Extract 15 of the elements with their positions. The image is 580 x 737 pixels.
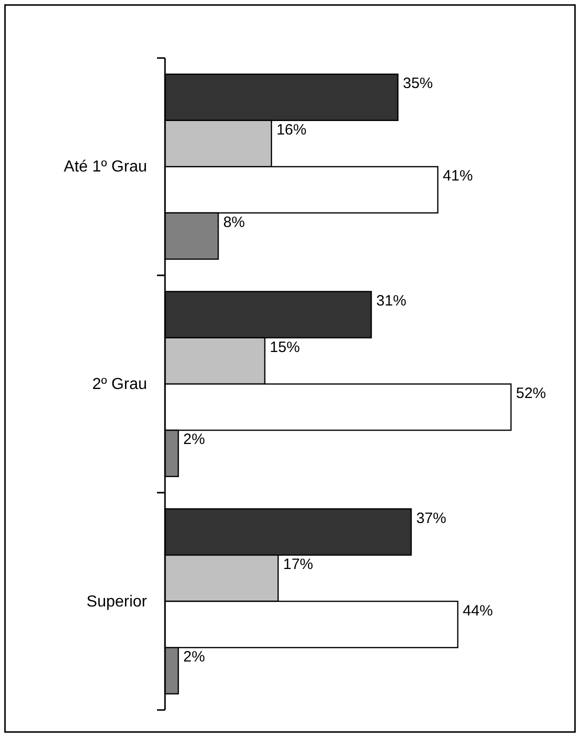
data-label: 2%	[183, 648, 205, 666]
y-tick-label: Até 1º Grau	[64, 158, 147, 176]
data-label: 8%	[223, 214, 245, 231]
data-label: 44%	[462, 602, 493, 620]
data-label: 16%	[276, 121, 306, 138]
data-label: 31%	[376, 292, 406, 310]
data-label: 52%	[516, 385, 546, 402]
data-label: 2%	[183, 431, 205, 448]
y-tick-label: Superior	[86, 593, 148, 610]
data-label: 41%	[442, 168, 473, 185]
data-label: 37%	[416, 510, 446, 527]
data-label: 35%	[402, 75, 433, 92]
data-label: 17%	[283, 556, 314, 574]
y-tick-label: 2º Grau	[92, 376, 147, 393]
data-label: 15%	[270, 338, 300, 356]
